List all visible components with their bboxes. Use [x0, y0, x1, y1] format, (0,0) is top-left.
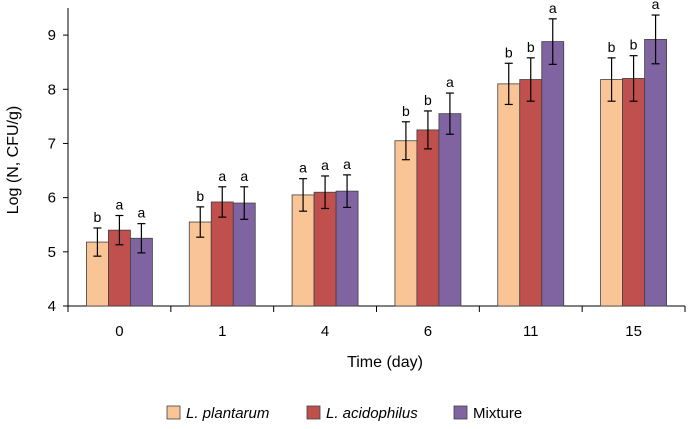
significance-label: b	[608, 39, 616, 55]
legend-swatch	[166, 405, 181, 420]
significance-label: a	[446, 74, 454, 90]
y-axis-title: Log (N, CFU/g)	[5, 106, 22, 214]
legend-swatch	[453, 405, 468, 420]
y-tick-label: 8	[48, 81, 56, 98]
x-tick-label: 4	[321, 323, 329, 340]
significance-label: a	[549, 0, 557, 16]
y-tick-label: 4	[48, 298, 56, 315]
legend-label: Mixture	[473, 405, 522, 422]
bar-l-acidophilus	[416, 129, 440, 307]
significance-label: b	[402, 103, 410, 119]
significance-label: b	[505, 44, 513, 60]
bar-mixture	[541, 41, 565, 307]
bar-mixture	[438, 113, 462, 307]
significance-label: a	[652, 0, 660, 12]
bar-l-acidophilus	[622, 78, 645, 307]
bar-l-acidophilus	[519, 79, 543, 307]
significance-label: b	[630, 37, 638, 53]
x-tick-label: 15	[625, 323, 642, 340]
significance-label: b	[196, 188, 204, 204]
legend-swatch	[306, 405, 321, 420]
bar-l-acidophilus	[313, 191, 337, 307]
legend: L. plantarum L. acidophilus Mixture	[166, 405, 522, 422]
significance-label: a	[138, 205, 146, 221]
legend-label: L. acidophilus	[326, 405, 418, 422]
y-tick-label: 7	[48, 135, 56, 152]
significance-label: a	[299, 160, 307, 176]
significance-label: a	[343, 156, 351, 172]
bar-mixture	[644, 39, 667, 307]
significance-label: a	[218, 168, 226, 184]
y-tick-label: 6	[48, 190, 56, 207]
significance-label: b	[424, 92, 432, 108]
y-tick-label: 5	[48, 244, 56, 261]
x-tick-label: 6	[424, 323, 432, 340]
significance-label: a	[116, 197, 124, 213]
x-axis-title: Time (day)	[347, 354, 423, 371]
significance-label: a	[240, 168, 248, 184]
bar-mixture	[335, 190, 359, 307]
bar-l-plantarum	[497, 83, 521, 307]
significance-label: b	[94, 209, 102, 225]
bar-l-plantarum	[394, 140, 418, 307]
y-tick-label: 9	[48, 27, 56, 44]
x-tick-label: 11	[523, 323, 539, 340]
x-tick-label: 1	[218, 323, 226, 340]
significance-label: a	[321, 157, 329, 173]
legend-label: L. plantarum	[186, 405, 269, 422]
x-tick-label: 0	[115, 323, 123, 340]
bar-l-plantarum	[600, 79, 623, 307]
significance-label: b	[527, 39, 535, 55]
